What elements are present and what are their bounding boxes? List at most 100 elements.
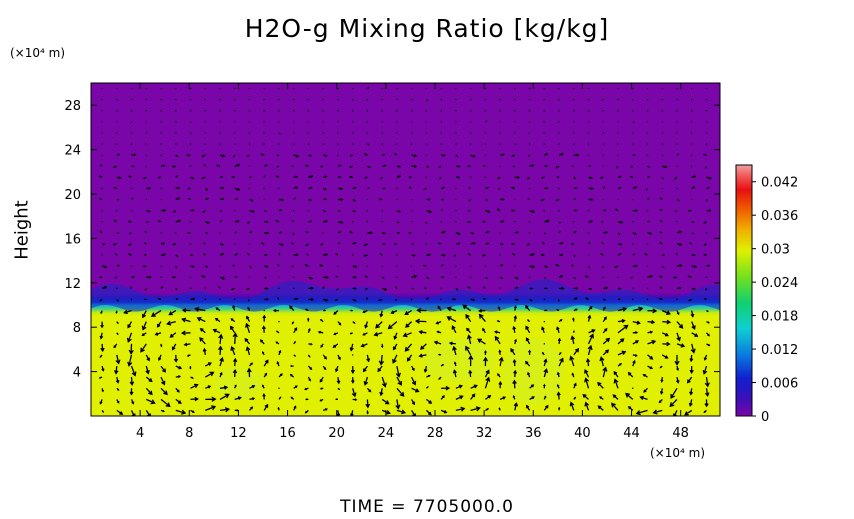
wind-vector	[114, 276, 117, 279]
wind-vector	[322, 98, 324, 101]
wind-vector	[101, 409, 104, 413]
wind-vector	[617, 220, 624, 224]
wind-vector	[160, 232, 162, 234]
wind-vector	[101, 285, 108, 290]
wind-vector	[263, 98, 265, 101]
wind-vector	[157, 354, 162, 362]
wind-vector	[160, 143, 162, 145]
wind-vector	[588, 187, 595, 191]
wind-vector	[512, 379, 517, 389]
wind-vector	[168, 310, 177, 316]
wind-vector	[573, 382, 577, 389]
wind-vector	[642, 374, 648, 378]
wind-vector	[337, 321, 342, 326]
wind-vector	[691, 132, 693, 134]
wind-vector	[440, 221, 442, 223]
wind-vector	[425, 221, 428, 225]
wind-vector	[336, 377, 341, 385]
wind-vector	[704, 388, 710, 398]
wind-vector	[352, 265, 358, 269]
wind-vector	[219, 232, 221, 234]
wind-vector	[585, 297, 589, 300]
wind-vector	[396, 121, 398, 123]
wind-vector	[617, 298, 621, 301]
wind-vector	[366, 132, 369, 134]
wind-vector	[127, 253, 132, 256]
wind-vector	[528, 187, 531, 190]
wind-vector	[691, 154, 693, 156]
wind-vector	[485, 186, 490, 190]
wind-vector	[175, 254, 179, 257]
wind-vector	[145, 132, 147, 134]
wind-vector	[175, 398, 182, 404]
wind-vector	[440, 363, 445, 367]
wind-vector	[602, 132, 604, 134]
wind-vector	[129, 388, 134, 396]
wind-vector	[337, 154, 339, 156]
wind-vector	[573, 308, 578, 312]
wind-vector	[322, 232, 324, 234]
wind-vector	[352, 198, 357, 202]
wind-vector	[526, 371, 531, 378]
wind-vector	[573, 110, 575, 112]
wind-vector	[484, 143, 487, 145]
wind-vector	[703, 153, 707, 156]
wind-vector	[261, 351, 265, 356]
wind-vector	[379, 310, 384, 318]
wind-vector	[99, 298, 103, 302]
wind-vector	[189, 110, 192, 112]
wind-vector	[497, 176, 501, 180]
wind-vector	[116, 387, 120, 391]
wind-vector	[441, 154, 446, 157]
wind-vector	[130, 121, 133, 123]
wind-vector	[99, 164, 103, 167]
wind-vector	[597, 405, 604, 411]
wind-vector	[543, 110, 546, 112]
wind-vector	[234, 121, 236, 123]
wind-vector	[215, 307, 221, 312]
wind-vector	[160, 132, 162, 134]
wind-vector	[293, 197, 296, 200]
wind-vector	[484, 132, 487, 134]
wind-vector	[676, 264, 683, 268]
wind-vector	[248, 299, 251, 302]
wind-vector	[204, 143, 206, 145]
wind-vector	[573, 286, 579, 290]
wind-vector	[525, 337, 531, 345]
wind-vector	[323, 309, 327, 312]
wind-vector	[234, 219, 240, 223]
wind-vector	[175, 232, 177, 234]
wind-vector	[205, 405, 217, 412]
wind-vector	[452, 369, 457, 378]
wind-vector	[322, 408, 328, 412]
wind-vector	[617, 132, 619, 134]
wind-vector	[440, 264, 444, 267]
wind-vector	[364, 287, 368, 290]
wind-vector	[175, 365, 183, 370]
wind-vector	[484, 265, 487, 267]
wind-vector	[144, 230, 147, 234]
wind-vector	[617, 318, 626, 323]
wind-vector	[573, 176, 577, 180]
wind-vector	[632, 221, 634, 223]
wind-vector	[603, 231, 608, 234]
wind-vector	[470, 298, 476, 302]
wind-vector	[212, 328, 221, 334]
wind-vector	[544, 153, 549, 156]
wind-vector	[611, 402, 619, 411]
wind-vector	[146, 398, 156, 405]
wind-vector	[529, 209, 536, 214]
wind-vector	[704, 399, 709, 408]
wind-vector	[468, 354, 474, 367]
wind-vector	[264, 220, 269, 224]
wind-vector	[322, 286, 325, 289]
wind-vector	[190, 396, 199, 402]
wind-vector	[646, 298, 649, 301]
wind-vector	[499, 396, 507, 400]
wind-vector	[293, 385, 298, 389]
wind-vector	[366, 221, 369, 223]
wind-vector	[617, 110, 619, 112]
wind-vector	[291, 321, 295, 325]
wind-vector	[587, 265, 590, 269]
wind-vector	[323, 219, 329, 223]
